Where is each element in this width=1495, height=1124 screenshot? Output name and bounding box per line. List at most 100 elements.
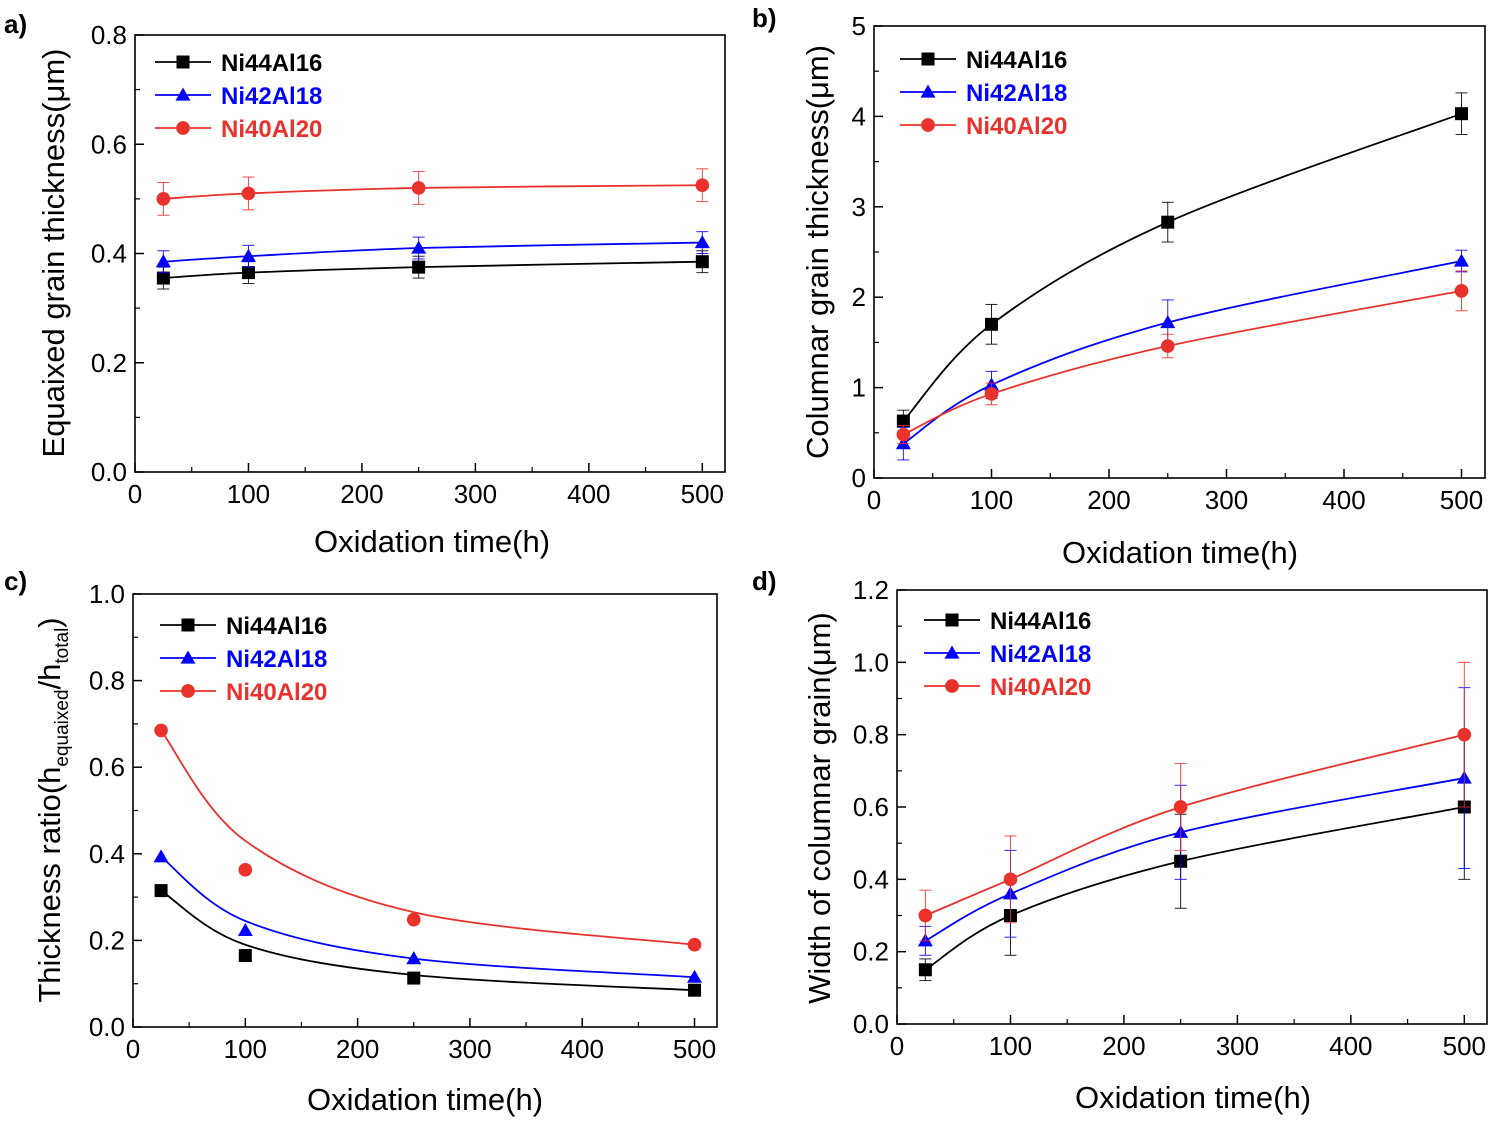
- y-tick-label: 0.8: [91, 20, 127, 50]
- y-tick-label: 0.4: [91, 239, 127, 269]
- panel-d-plot-frame: [896, 589, 1488, 1025]
- data-point: [1454, 284, 1469, 298]
- panel-b-x-ticks: 0 100 200 300 400 500: [867, 469, 1483, 515]
- data-point: [153, 849, 169, 863]
- data-point: [1160, 339, 1175, 353]
- legend-label: Ni42Al18: [990, 641, 1091, 668]
- data-point: [985, 317, 998, 331]
- legend-label: Ni42Al18: [221, 83, 322, 110]
- legend-label: Ni44Al16: [990, 608, 1091, 635]
- panel-d-x-axis-label: Oxidation time(h): [1075, 1080, 1311, 1115]
- data-point: [406, 912, 421, 927]
- y-tick-label: 1.0: [853, 647, 889, 677]
- legend-marker: [945, 679, 959, 693]
- panel-d-legend: Ni44Al16 Ni42Al18 Ni40Al20: [924, 608, 1091, 701]
- x-tick-label: 0: [128, 479, 142, 509]
- y-tick-label: 0.0: [91, 457, 127, 487]
- y-tick-label: 0.2: [91, 348, 127, 378]
- data-point: [241, 186, 256, 201]
- x-tick-label: 400: [561, 1034, 604, 1064]
- data-point: [695, 255, 709, 269]
- series-line: [925, 733, 1465, 917]
- data-point: [156, 192, 171, 206]
- x-tick-label: 500: [1440, 485, 1483, 515]
- panel-b: b) 0 100 200 300 400 500 0 1 2 3 4 5 Oxidation tim…: [752, 3, 1486, 570]
- y-tick-label: 2: [852, 282, 866, 312]
- x-tick-label: 0: [890, 1031, 904, 1061]
- data-point: [412, 260, 426, 274]
- data-point: [1003, 872, 1018, 887]
- data-point: [237, 922, 253, 937]
- series-line: [163, 241, 703, 263]
- legend-item: Ni44Al16: [900, 47, 1067, 74]
- x-tick-label: 500: [673, 1034, 716, 1064]
- legend-label: Ni44Al16: [966, 47, 1067, 74]
- y-tick-label: 0.4: [853, 864, 889, 894]
- y-tick-label: 0.8: [89, 666, 125, 696]
- panel-a-y-axis-label: Equaixed grain thickness(μm): [36, 49, 71, 458]
- x-tick-label: 100: [989, 1031, 1032, 1061]
- series-Ni42Al18: [895, 249, 1469, 461]
- data-point: [688, 983, 702, 997]
- panel-a-y-ticks: 0.0 0.2 0.4 0.6 0.8: [91, 20, 144, 487]
- legend-label: Ni42Al18: [226, 646, 327, 673]
- panel-c-x-ticks: 0 100 200 300 400 500: [126, 1018, 716, 1064]
- x-tick-label: 200: [1087, 485, 1130, 515]
- y-tick-label: 1.2: [853, 575, 889, 605]
- data-point: [154, 723, 168, 738]
- legend-item: Ni42Al18: [155, 83, 322, 110]
- legend-marker: [176, 121, 190, 135]
- data-point: [1161, 215, 1175, 229]
- panel-c-label: c): [4, 566, 27, 596]
- y-tick-label: 0.4: [89, 839, 125, 869]
- series-line: [924, 806, 1465, 971]
- legend-marker: [921, 118, 935, 132]
- legend-item: Ni44Al16: [160, 613, 327, 640]
- data-point: [238, 949, 252, 963]
- panel-a-legend: Ni44Al16 Ni42Al18 Ni40Al20: [155, 50, 322, 143]
- legend-item: Ni42Al18: [900, 80, 1067, 107]
- legend-marker: [176, 55, 190, 69]
- series-Ni40Al20: [154, 723, 702, 952]
- legend-item: Ni40Al20: [160, 679, 327, 706]
- legend-marker: [175, 87, 191, 101]
- y-tick-label: 0.2: [89, 925, 125, 955]
- panel-d: d) 0 100 200 300 400 500 0.0 0.2 0.4 0.6 0.8 1.0 1.…: [752, 566, 1488, 1115]
- legend-label: Ni44Al16: [226, 613, 327, 640]
- panel-b-x-axis-label: Oxidation time(h): [1062, 535, 1298, 570]
- panel-d-series: [917, 661, 1472, 982]
- data-point: [918, 963, 932, 977]
- data-point: [1455, 107, 1468, 121]
- y-tick-label: 0.8: [853, 720, 889, 750]
- series-line: [902, 289, 1462, 436]
- legend-label: Ni42Al18: [966, 80, 1067, 107]
- y-tick-label: 1: [852, 373, 866, 403]
- legend-label: Ni40Al20: [226, 679, 327, 706]
- y-tick-label: 0: [852, 463, 866, 493]
- series-line: [924, 777, 1465, 942]
- panel-d-label: d): [752, 566, 777, 596]
- x-tick-label: 200: [336, 1034, 379, 1064]
- x-tick-label: 200: [1102, 1031, 1145, 1061]
- panel-a: a) 0 100 200 300 400 500 0.0 0.2 0.4 0.6 0.8 Oxid…: [4, 9, 726, 559]
- data-point: [407, 971, 421, 985]
- panel-b-legend: Ni44Al16 Ni42Al18 Ni40Al20: [900, 47, 1067, 140]
- legend-item: Ni40Al20: [900, 113, 1067, 140]
- y-tick-label: 0.6: [89, 752, 125, 782]
- x-tick-label: 100: [970, 485, 1013, 515]
- panel-c-y-ticks: 0.0 0.2 0.4 0.6 0.8 1.0: [89, 579, 142, 1042]
- data-point: [411, 240, 427, 254]
- data-point: [1173, 800, 1188, 814]
- y-tick-label: 0.0: [89, 1012, 125, 1042]
- series-Ni42Al18: [155, 231, 710, 274]
- legend-marker: [945, 613, 959, 627]
- panel-c: c) 0 100 200 300 400 500 0.0 0.2 0.4 0.6 0.8 1.0 O…: [4, 566, 718, 1117]
- legend-marker: [944, 645, 960, 659]
- panel-c-x-axis-label: Oxidation time(h): [307, 1082, 543, 1117]
- panel-d-x-ticks: 0 100 200 300 400 500: [890, 1015, 1486, 1061]
- y-tick-label: 0.6: [91, 129, 127, 159]
- x-tick-label: 300: [1205, 485, 1248, 515]
- panel-c-plot-frame: [132, 593, 718, 1028]
- legend-label: Ni40Al20: [990, 674, 1091, 701]
- panel-b-label: b): [752, 3, 777, 33]
